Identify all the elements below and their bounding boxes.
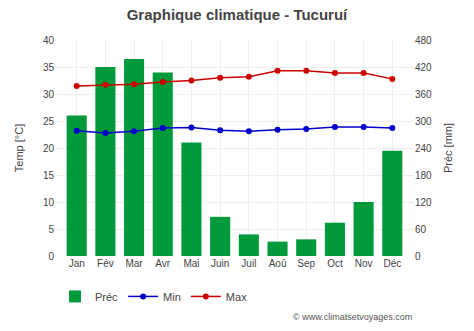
svg-text:40: 40	[43, 35, 55, 46]
svg-text:Mai: Mai	[183, 258, 199, 269]
svg-text:Graphique climatique - Tucuruí: Graphique climatique - Tucuruí	[127, 6, 348, 23]
svg-text:Préc: Préc	[95, 291, 118, 303]
svg-text:Mar: Mar	[125, 258, 143, 269]
svg-text:420: 420	[415, 62, 432, 73]
svg-text:480: 480	[415, 35, 432, 46]
svg-text:Juil: Juil	[241, 258, 256, 269]
svg-text:Juin: Juin	[211, 258, 229, 269]
svg-text:240: 240	[415, 143, 432, 154]
svg-text:180: 180	[415, 170, 432, 181]
svg-text:35: 35	[43, 62, 55, 73]
svg-text:20: 20	[43, 143, 55, 154]
svg-text:Aoû: Aoû	[269, 258, 287, 269]
svg-text:120: 120	[415, 197, 432, 208]
svg-text:300: 300	[415, 116, 432, 127]
svg-text:Avr: Avr	[155, 258, 170, 269]
svg-text:25: 25	[43, 116, 55, 127]
svg-text:© www.climatsetvoyages.com: © www.climatsetvoyages.com	[293, 312, 412, 322]
svg-text:5: 5	[48, 224, 54, 235]
svg-text:Préc [mm]: Préc [mm]	[442, 123, 454, 173]
svg-text:10: 10	[43, 197, 55, 208]
svg-text:Temp [°C]: Temp [°C]	[13, 124, 25, 172]
svg-text:Fév: Fév	[97, 258, 114, 269]
svg-text:Nov: Nov	[355, 258, 373, 269]
svg-text:Sep: Sep	[297, 258, 315, 269]
svg-text:Jan: Jan	[69, 258, 85, 269]
svg-text:360: 360	[415, 89, 432, 100]
svg-text:60: 60	[415, 224, 427, 235]
svg-text:15: 15	[43, 170, 55, 181]
svg-text:Max: Max	[226, 291, 247, 303]
svg-text:Déc: Déc	[383, 258, 401, 269]
svg-text:0: 0	[48, 251, 54, 262]
svg-text:0: 0	[415, 251, 421, 262]
svg-text:30: 30	[43, 89, 55, 100]
svg-text:Oct: Oct	[327, 258, 343, 269]
svg-text:Min: Min	[163, 291, 181, 303]
